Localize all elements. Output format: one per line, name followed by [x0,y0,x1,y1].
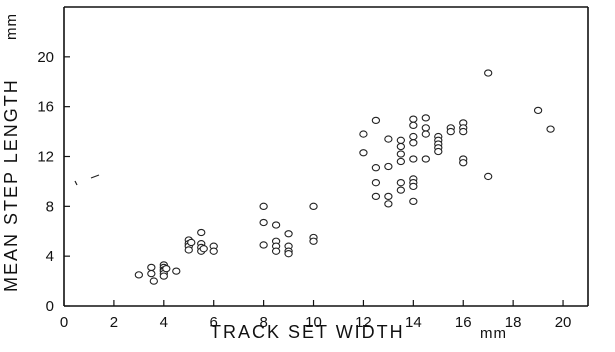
y-axis-unit: mm [3,13,20,40]
data-point [409,115,418,123]
y-tick-label: 8 [46,198,54,215]
data-point [271,247,281,255]
data-point [147,269,156,278]
data-point [421,155,430,163]
data-point [284,230,293,238]
ticks-layer: 0 2 4 6 8 10 12 14 16 18 20 0 4 8 12 16 20 [37,49,571,331]
data-point [371,192,381,201]
y-tick-label: 20 [37,49,54,66]
data-point [409,197,418,205]
data-point [384,200,393,208]
data-point [409,182,418,191]
data-point [384,162,393,171]
data-point [396,186,406,194]
data-point [149,277,158,285]
data-point [421,114,430,122]
data-point [533,106,543,115]
data-point [199,245,208,253]
x-axis-unit: mm [480,325,507,342]
data-point [159,272,168,280]
data-point [421,124,430,132]
data-point [259,202,268,210]
data-point [409,121,418,130]
data-point [134,271,144,279]
data-point [396,150,406,158]
data-point [484,69,493,77]
data-point [409,139,418,147]
data-point [162,264,171,273]
stray-mark [74,174,100,186]
data-point [209,247,218,255]
x-tick-label: 14 [405,314,422,331]
data-point [371,179,381,187]
data-point [309,202,318,210]
data-point [396,157,406,166]
marks-layer [74,174,100,186]
data-point [384,192,393,201]
data-point [359,130,368,138]
data-point [459,127,468,136]
data-point [396,142,406,151]
data-point [284,250,293,258]
y-tick-label: 4 [46,248,54,265]
x-tick-label: 6 [210,314,218,331]
data-point [371,164,381,172]
data-point [197,228,206,237]
data-point [459,159,468,167]
x-axis-title: TRACK SET WIDTH [210,322,405,342]
x-tick-label: 18 [505,314,522,331]
data-point [309,237,318,245]
x-tick-label: 16 [455,314,472,331]
data-point [172,267,181,275]
data-point [421,130,430,138]
data-point [259,241,268,249]
data-point [434,147,443,156]
data-point [409,132,418,141]
data-point [409,155,418,163]
y-axis-title: MEAN STEP LENGTH [1,78,21,292]
x-tick-label: 8 [259,314,267,331]
points-layer [134,69,555,285]
y-tick-label: 0 [46,298,54,315]
data-point [184,246,193,254]
data-point [259,218,268,227]
x-tick-label: 20 [555,314,572,331]
data-point [446,127,455,136]
data-point [271,221,281,229]
data-point [484,172,493,181]
x-tick-label: 0 [60,314,68,331]
data-point [187,238,196,247]
y-tick-label: 16 [37,99,54,116]
data-point [546,125,555,133]
x-tick-label: 2 [110,314,118,331]
data-point [371,116,381,125]
data-point [147,263,156,272]
data-point [396,136,406,144]
axes-layer [63,6,589,307]
x-tick-label: 12 [355,314,372,331]
y-tick-label: 12 [37,149,54,166]
x-tick-label: 10 [305,314,322,331]
data-point [359,149,368,157]
data-point [396,179,406,187]
x-tick-label: 4 [160,314,168,331]
data-point [384,135,393,143]
